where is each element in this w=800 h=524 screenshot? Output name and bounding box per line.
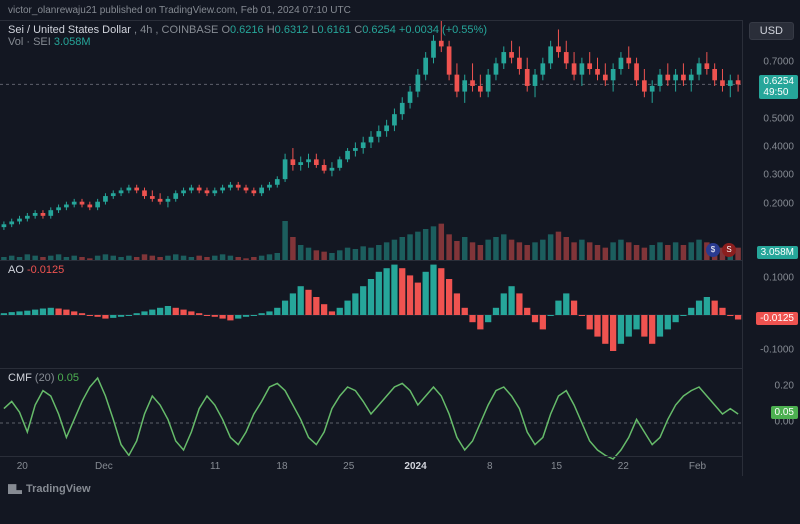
price-label-box: 0.625449:50 [759, 75, 798, 99]
ao-yaxis[interactable]: -0.10000.1000-0.0125 [742, 260, 800, 368]
pair-name: Sei / United States Dollar [8, 24, 131, 36]
xtick: 11 [210, 461, 220, 472]
ao-chart-svg [0, 261, 742, 369]
ao-pane[interactable]: AO -0.0125 [0, 260, 742, 368]
publish-text: victor_olanrewaju21 published on Trading… [8, 5, 351, 16]
chart-container: USD Sei / United States Dollar , 4h , CO… [0, 20, 800, 500]
cmf-legend[interactable]: CMF (20) 0.05 [8, 372, 79, 384]
xtick: 15 [551, 461, 562, 472]
cmf-value-box: 0.05 [771, 406, 798, 419]
xtick: Feb [689, 461, 706, 472]
volume-label-box: 3.058M [757, 246, 798, 259]
currency-button[interactable]: USD [749, 22, 794, 40]
price-chart-svg [0, 21, 742, 261]
xtick: Dec [95, 461, 113, 472]
xtick: 20 [17, 461, 28, 472]
time-axis[interactable]: 20 Dec 11 18 25 2024 8 15 22 Feb [0, 456, 742, 476]
symbol-legend[interactable]: Sei / United States Dollar , 4h , COINBA… [8, 24, 487, 48]
sei-icon: S [722, 243, 736, 257]
ao-value-box: -0.0125 [756, 312, 798, 325]
us-flag-icon: $ [706, 243, 720, 257]
cmf-yaxis[interactable]: 0.000.200.05 [742, 368, 800, 476]
xtick: 18 [276, 461, 287, 472]
tradingview-watermark[interactable]: TradingView [8, 483, 91, 495]
ao-legend[interactable]: AO -0.0125 [8, 264, 64, 276]
publish-header: victor_olanrewaju21 published on Trading… [0, 0, 800, 20]
price-pane[interactable]: Sei / United States Dollar , 4h , COINBA… [0, 20, 742, 260]
tradingview-logo-icon [8, 484, 22, 494]
xtick: 25 [343, 461, 354, 472]
xtick: 2024 [404, 461, 426, 472]
xtick: 22 [618, 461, 629, 472]
price-yaxis[interactable]: 0.20000.30000.40000.50000.60000.70000.80… [742, 20, 800, 260]
xtick: 8 [487, 461, 493, 472]
